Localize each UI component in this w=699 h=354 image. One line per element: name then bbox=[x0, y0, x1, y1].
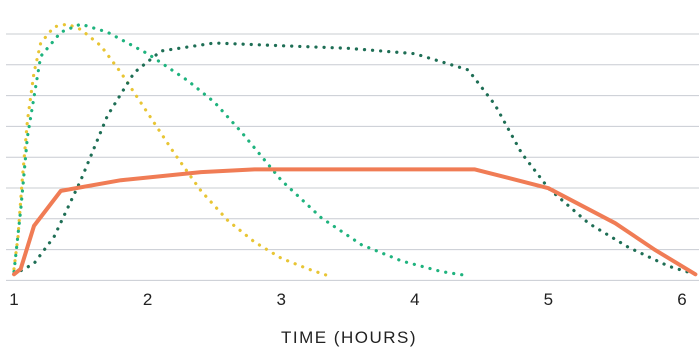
x-tick-label: 6 bbox=[677, 290, 686, 309]
x-axis-ticks: 1 2 3 4 5 6 bbox=[9, 290, 686, 309]
series-line-2 bbox=[12, 22, 330, 278]
series-line-3 bbox=[12, 22, 470, 278]
series-line-1 bbox=[12, 167, 698, 277]
x-tick-label: 4 bbox=[410, 290, 419, 309]
x-tick-label: 2 bbox=[143, 290, 152, 309]
x-tick-label: 5 bbox=[544, 290, 553, 309]
series-line-4 bbox=[12, 41, 698, 276]
series-group bbox=[12, 22, 698, 278]
x-tick-label: 1 bbox=[9, 290, 18, 309]
x-tick-label: 3 bbox=[276, 290, 285, 309]
horizontal-gridlines bbox=[6, 33, 699, 281]
x-axis-label: TIME (HOURS) bbox=[281, 328, 417, 347]
